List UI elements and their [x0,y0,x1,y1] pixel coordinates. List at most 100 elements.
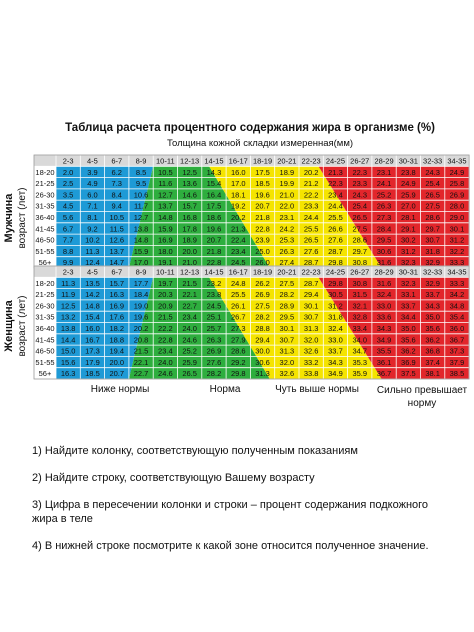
men-cell: 22.3 [352,168,367,177]
men-cell: 28.0 [450,202,465,211]
women-cell: 25.7 [207,324,222,333]
women-cell: 22.1 [134,358,149,367]
men-cell: 28.6 [352,236,367,245]
men-cell: 8.1 [87,213,97,222]
men-cell: 10.6 [134,190,149,199]
women-cell: 20.8 [134,335,149,344]
men-col-header: 22-23 [302,157,321,166]
men-age-label: 21-25 [35,179,54,188]
men-cell: 18.0 [158,247,173,256]
women-cell: 26.2 [255,279,270,288]
men-cell: 29.7 [425,224,440,233]
women-cell: 37.5 [401,369,416,378]
men-cell: 31.2 [401,247,416,256]
women-cell: 26.9 [255,290,270,299]
women-age-label: 21-25 [35,290,54,299]
women-cell: 25.1 [207,313,222,322]
men-cell: 23.3 [352,179,367,188]
men-cell: 26.5 [304,236,319,245]
men-cell: 32.2 [450,247,465,256]
men-cell: 21.8 [207,247,222,256]
women-cell: 32.0 [280,358,295,367]
men-cell: 19.6 [255,190,270,199]
women-age-label: 36-40 [35,324,54,333]
men-cell: 17.5 [207,202,222,211]
zone-below-normal: Ниже нормы [90,384,150,395]
women-age-label: 31-35 [35,313,54,322]
men-cell: 21.3 [328,168,343,177]
women-cell: 24.6 [158,369,173,378]
men-age-label: 36-40 [35,213,54,222]
men-cell: 20.7 [207,236,222,245]
men-cell: 8.5 [136,168,146,177]
women-cell: 28.9 [280,301,295,310]
women-col-header: 30-31 [399,268,418,277]
men-cell: 11.3 [85,247,99,256]
women-cell: 22.7 [182,301,197,310]
women-cell: 32.3 [401,279,416,288]
women-cell: 32.8 [352,313,367,322]
table-subtitle: Толщина кожной складки измеренная(мм) [166,138,354,149]
women-cell: 13.2 [61,313,76,322]
women-cell: 14.8 [85,301,100,310]
women-cell: 14.2 [85,290,100,299]
men-col-header: 6-7 [111,157,122,166]
women-col-header: 22-23 [302,268,321,277]
women-col-header: 20-21 [277,268,296,277]
men-cell: 18.9 [182,236,197,245]
women-cell: 21.5 [182,279,197,288]
women-cell: 34.3 [377,324,392,333]
women-cell: 19.7 [158,279,173,288]
women-border [33,265,470,380]
men-age-label: 41-45 [35,224,54,233]
men-cell: 24.2 [280,224,295,233]
men-cell: 7.1 [87,202,97,211]
men-cell: 27.3 [377,213,392,222]
women-cell: 30.7 [304,313,319,322]
women-cell: 34.0 [352,335,367,344]
women-cell: 35.9 [352,369,367,378]
women-cell: 37.9 [450,358,465,367]
men-cell: 10.5 [158,168,173,177]
men-cell: 26.0 [255,258,270,267]
men-cell: 31.6 [377,258,392,267]
men-cell: 33.3 [450,258,465,267]
men-age-label: 18-20 [35,168,54,177]
women-col-header: 34-35 [447,268,466,277]
women-cell: 35.5 [377,347,392,356]
men-cell: 19.1 [158,258,173,267]
women-col-header: 2-3 [63,268,74,277]
men-cell: 24.3 [425,168,440,177]
women-cell: 32.6 [280,369,295,378]
men-cell: 12.4 [85,258,100,267]
women-cell: 34.8 [450,301,465,310]
men-cell: 22.3 [328,179,343,188]
women-cell: 28.2 [280,290,295,299]
women-col-header: 8-9 [136,268,147,277]
men-col-header: 4-5 [87,157,98,166]
women-cell: 13.5 [85,279,100,288]
men-cell: 11.6 [158,179,172,188]
men-cell: 26.5 [425,190,440,199]
women-cell: 32.6 [304,347,319,356]
men-cell: 9.4 [112,202,122,211]
women-cell: 33.8 [304,369,319,378]
men-cell: 9.9 [63,258,73,267]
women-cell: 25.5 [231,290,246,299]
women-cell: 30.8 [352,279,367,288]
men-cell: 25.5 [304,224,319,233]
women-cell: 18.5 [85,369,100,378]
women-cell: 29.2 [231,358,246,367]
men-col-header: 2-3 [63,157,74,166]
men-cell: 30.6 [377,247,392,256]
men-cell: 10.2 [85,236,100,245]
men-col-header: 8-9 [136,157,147,166]
women-cell: 24.5 [207,301,222,310]
women-cell: 36.9 [401,358,416,367]
men-cell: 15.9 [134,247,149,256]
women-cell: 36.1 [377,358,392,367]
women-cell: 30.7 [280,335,295,344]
women-cell: 27.5 [255,301,270,310]
men-cell: 4.9 [87,179,97,188]
women-cell: 29.4 [255,335,270,344]
